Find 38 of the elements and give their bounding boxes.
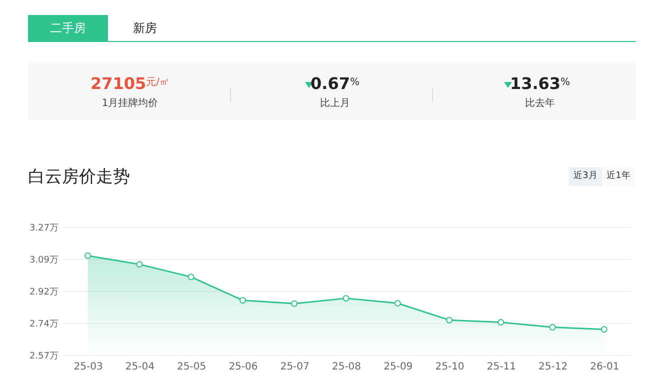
x-tick-label: 25-11 [486,362,516,372]
point [549,324,556,330]
point [84,252,92,259]
text: 比上月 [319,96,351,110]
x-tick-label: 25-03 [74,362,103,372]
y-tick-label: 3.27万 [29,224,58,234]
point [498,319,504,326]
text: 13.63$^{%}$ [508,74,572,93]
text: 0.67$^{%}$ [310,74,360,93]
text: 比去年 [524,96,556,110]
text: 近3月 [569,167,602,186]
x-tick-label: 25-04 [125,362,154,372]
point [188,274,194,280]
x-tick-label: 25-12 [538,362,568,372]
point [342,295,350,302]
y-tick-label: 2.92万 [29,288,58,298]
y-tick-label: 3.09万 [29,256,58,266]
x-tick-label: 25-09 [384,362,413,372]
point [446,316,453,324]
text: 近1年 [602,167,635,186]
x-tick-label: 25-05 [177,362,206,372]
y-tick-label: 2.74万 [29,320,58,330]
y-tick-label: 2.57万 [29,352,58,362]
text: 二手房 [28,15,108,42]
point [394,300,401,306]
text: 27105$^{元/㎡}$ [89,74,171,93]
point [136,261,143,268]
text: 新房 [132,20,158,37]
x-tick-label: 25-08 [332,362,362,372]
x-tick-label: 25-10 [435,362,464,372]
x-tick-label: 25-06 [228,362,258,372]
point [600,326,608,333]
point [291,300,298,307]
x-tick-label: 26-01 [590,362,620,372]
chart-title: 白云房价走势 [28,166,130,188]
x-tick-label: 25-07 [280,362,310,372]
point [239,297,246,304]
text: 1月挂牌均价 [100,96,160,110]
